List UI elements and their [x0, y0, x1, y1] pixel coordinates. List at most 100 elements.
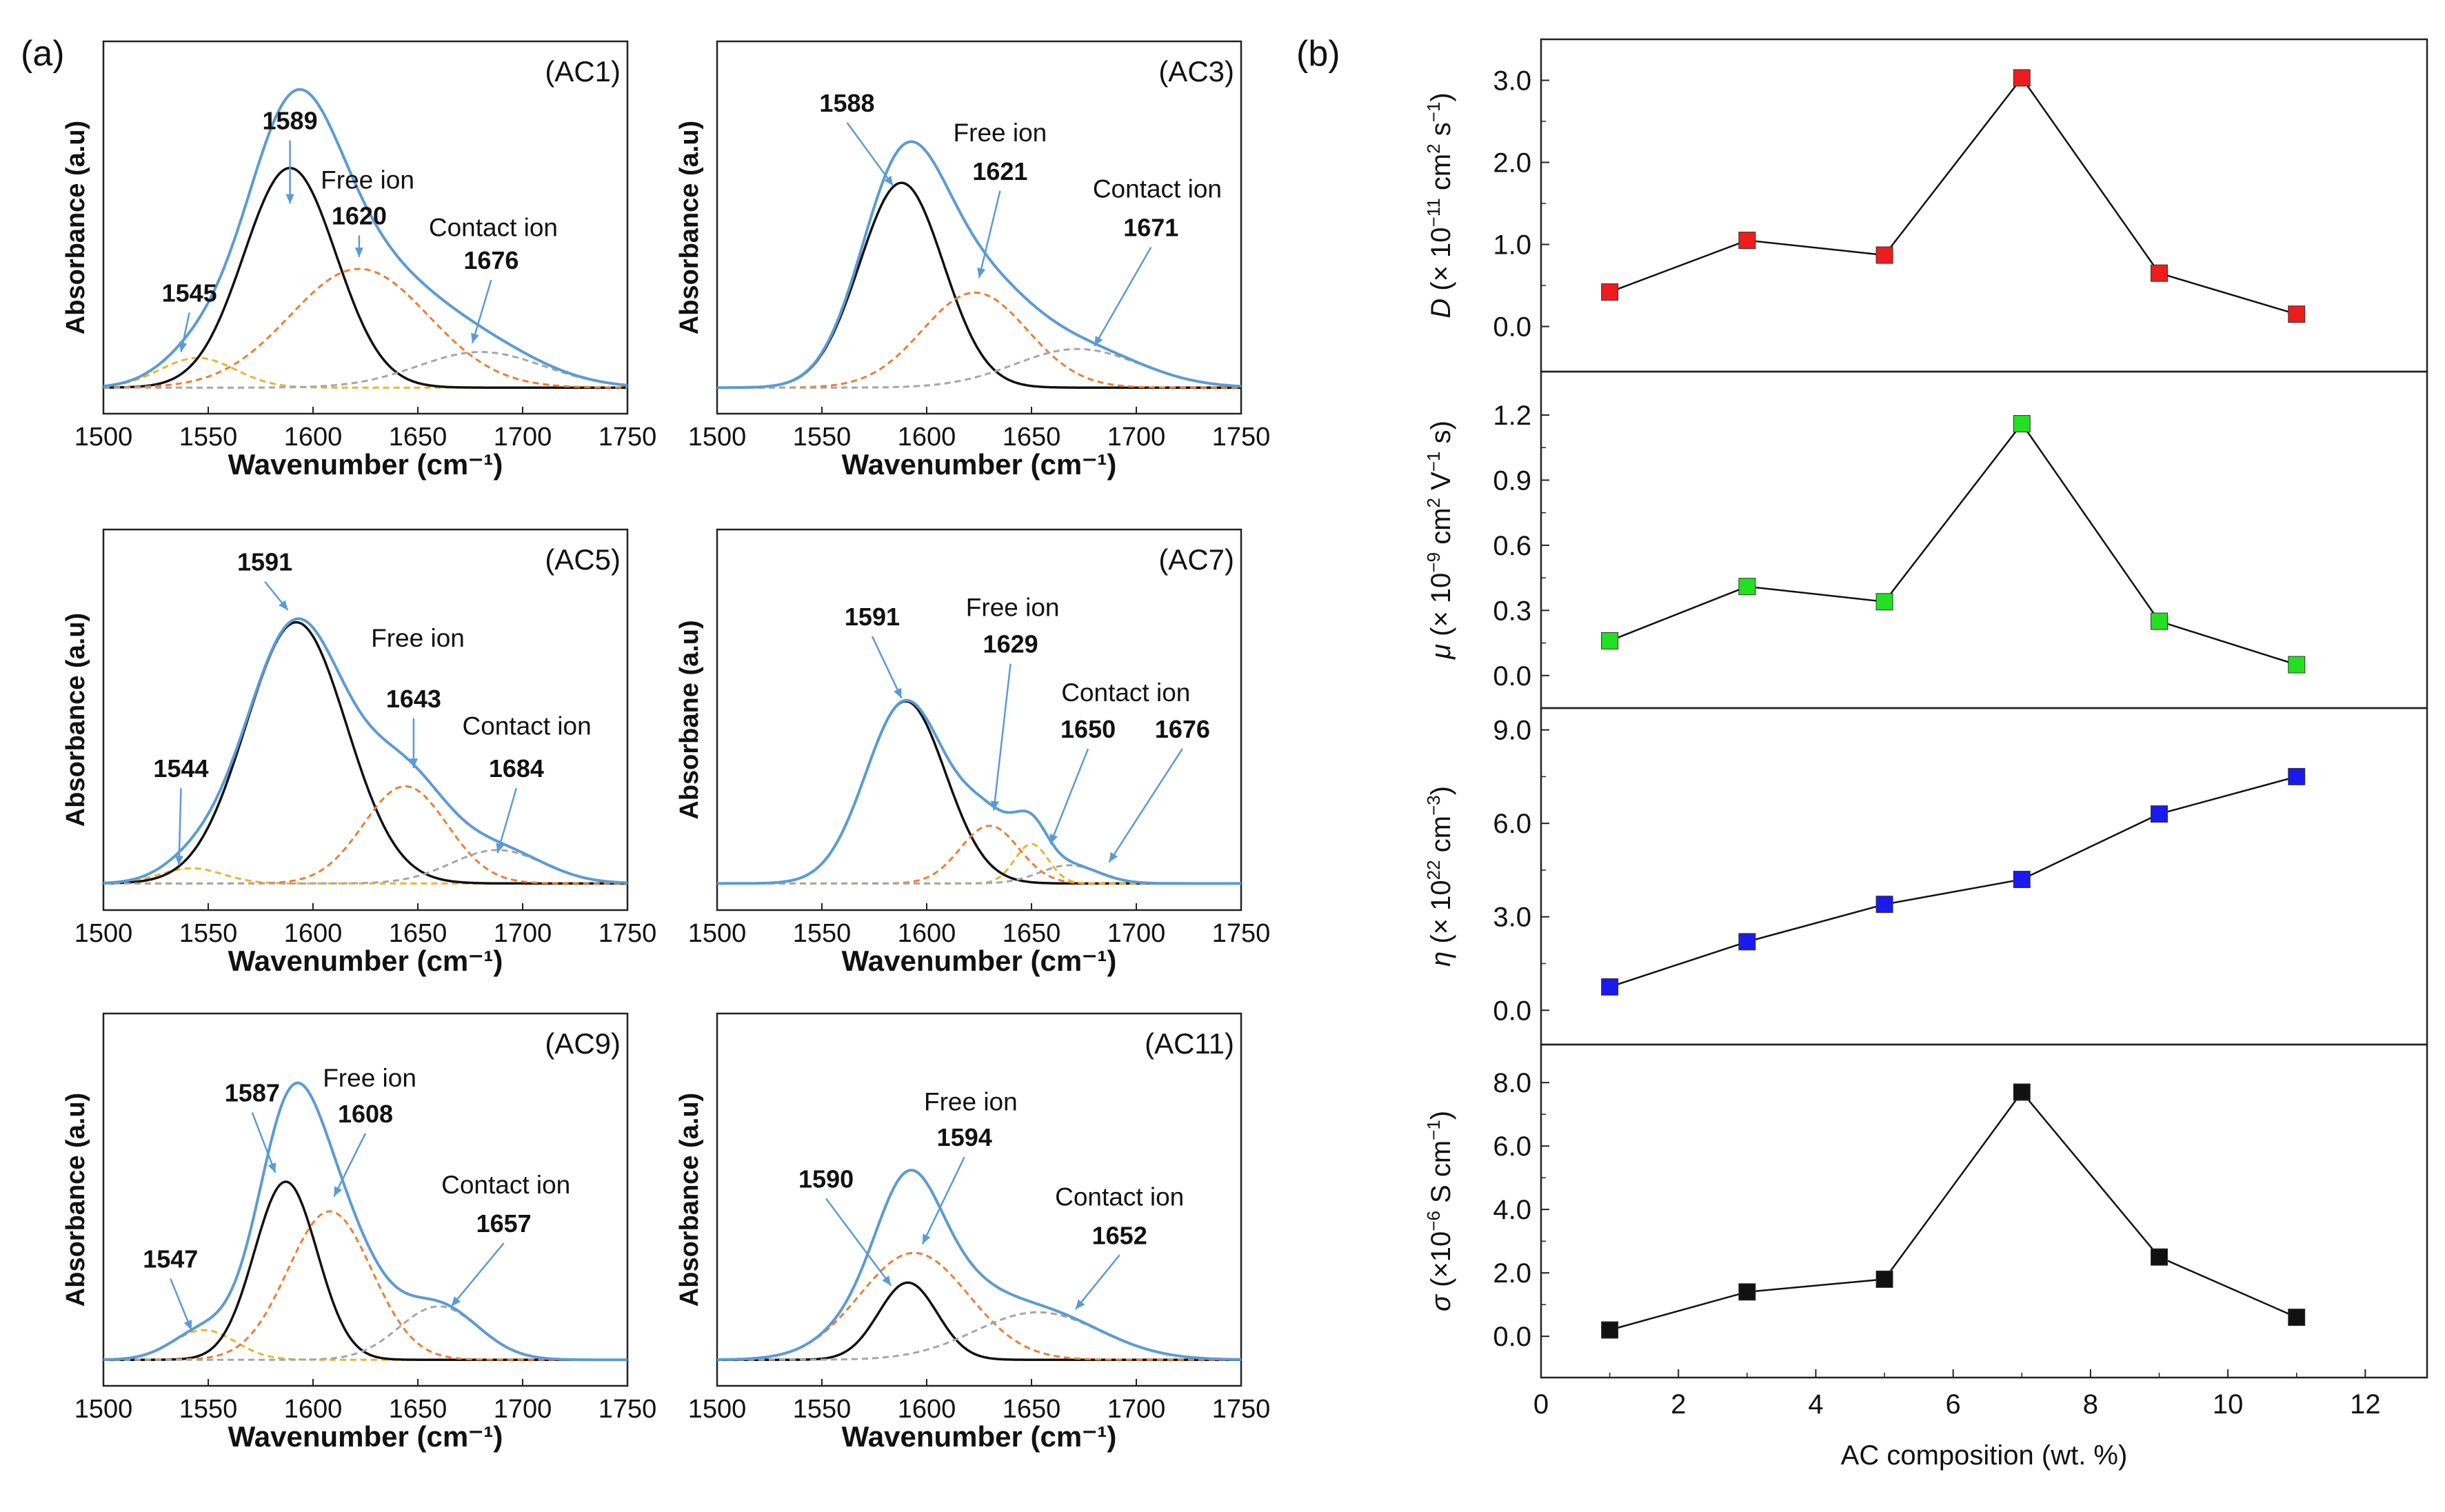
ftir-panels: 1500 1550 1600 1650 1700 1750 Wavenumber (cm⁻¹…: [61, 40, 1270, 1453]
y-tick-label: 0.0: [1493, 661, 1531, 692]
x-tick-label: 1650: [389, 423, 447, 452]
annotation-arrow-head: [409, 758, 419, 768]
y-axis-label: Absorbance (a.u): [61, 121, 90, 334]
annotation-arrow-head: [334, 1186, 342, 1197]
y-label-part: s): [1426, 421, 1456, 451]
y-tick-label: 1.0: [1493, 230, 1531, 261]
x-tick-label: 1500: [74, 919, 133, 948]
annotation-arrow-line: [251, 1112, 276, 1173]
x-tick-label: 1550: [793, 1395, 852, 1424]
y-label-part: 22: [1423, 860, 1444, 880]
component-peak-1684: [103, 849, 628, 885]
y-label-part: (× 10: [1426, 227, 1456, 298]
sample-tag: (AC9): [545, 1027, 621, 1060]
y-label-part: −6: [1423, 1211, 1444, 1231]
data-point: [1601, 632, 1619, 649]
data-point: [2288, 767, 2306, 785]
x-axis-label: Wavenumber (cm⁻¹): [228, 945, 503, 977]
series-line: [1609, 76, 2297, 315]
y-label-part: −11: [1423, 198, 1444, 227]
y-axis-label: σ (×10−6 S cm−1): [1423, 1111, 1456, 1311]
series-line: [1609, 422, 2297, 666]
component-peak-1676: [103, 351, 628, 389]
envelope-curve: [717, 698, 1241, 885]
component-peak-1544: [103, 867, 627, 885]
annotation-label: Free ion: [323, 1064, 416, 1092]
annotation-arrow-line: [1074, 1254, 1120, 1310]
peak-label: 1594: [937, 1123, 992, 1151]
stack-panel-mu: 0.0 0.3 0.6 0.9 1.2 μ (× 10−9 cm2 V−1 s): [1423, 370, 2428, 709]
y-tick-label: 0.9: [1493, 465, 1531, 496]
plot-frame: [716, 1012, 1242, 1387]
peak-label: 1589: [263, 107, 318, 135]
x-axis-label: Wavenumber (cm⁻¹): [228, 448, 503, 481]
component-peak-1594: [716, 1251, 1241, 1361]
annotation-label: Contact ion: [1055, 1182, 1184, 1211]
y-axis-label: μ (× 10−9 cm2 V−1 s): [1423, 421, 1456, 660]
annotation-arrow-head: [174, 856, 183, 865]
y-label-part: 2: [1423, 143, 1444, 153]
annotation-arrow-line: [871, 636, 903, 699]
component-peak-1671: [717, 347, 1242, 389]
x-axis-label: Wavenumber (cm⁻¹): [842, 1420, 1117, 1453]
y-axis-label: Absorbance (a.u): [675, 121, 704, 334]
y-label-part: S cm: [1426, 1140, 1456, 1211]
x-tick-label: 1550: [179, 919, 238, 948]
x-axis-label: AC composition (wt. %): [1841, 1440, 2128, 1471]
x-tick-label: 1650: [389, 1395, 447, 1424]
x-tick-label: 1550: [179, 1395, 238, 1424]
x-tick-label: 6: [1946, 1389, 1961, 1420]
annotation-arrow-head: [1049, 834, 1058, 845]
y-tick-label: 3.0: [1493, 66, 1531, 97]
y-label-part: μ: [1426, 644, 1456, 660]
x-axis-label: Wavenumber (cm⁻¹): [228, 1420, 503, 1453]
x-tick-label: 1700: [494, 423, 552, 452]
data-point: [2013, 415, 2031, 433]
stack-panel-eta: 0.0 3.0 6.0 9.0 η (× 1022 cm−3): [1423, 707, 2428, 1046]
envelope-curve: [716, 1169, 1241, 1361]
y-label-part: −3: [1423, 795, 1444, 816]
annotation-arrow-head: [451, 1296, 461, 1307]
y-tick-label: 6.0: [1493, 1131, 1531, 1162]
x-tick-label: 1500: [688, 919, 747, 948]
series-line: [1609, 776, 2297, 988]
annotation-label: Free ion: [966, 594, 1060, 622]
ftir-panel: 1500 1550 1600 1650 1700 1750 Wavenumber (cm⁻¹…: [61, 1012, 656, 1453]
data-point: [2151, 1248, 2169, 1266]
annotation-arrow-head: [1094, 336, 1103, 346]
data-point: [1738, 933, 1756, 951]
x-tick-label: 1650: [1003, 919, 1061, 948]
x-tick-label: 1700: [1107, 423, 1166, 452]
data-point: [1601, 1321, 1619, 1339]
x-tick-label: 1700: [494, 919, 552, 948]
ftir-panel: 1500 1550 1600 1650 1700 1750 Wavenumber (cm⁻¹…: [675, 528, 1270, 977]
x-tick-label: 1500: [74, 423, 133, 452]
x-tick-label: 1750: [598, 919, 657, 948]
annotation-arrow-line: [1094, 247, 1152, 347]
y-label-part: ): [1426, 786, 1456, 795]
component-peak-1629: [717, 825, 1241, 885]
annotation-arrow-head: [922, 1233, 931, 1244]
y-label-part: s: [1426, 122, 1456, 143]
y-label-part: cm: [1426, 816, 1456, 860]
component-peak-1676: [717, 864, 1241, 885]
component-peak-1657: [103, 1305, 627, 1361]
peak-label: 1676: [1155, 715, 1210, 743]
data-point: [2013, 871, 2031, 889]
data-point: [1875, 246, 1893, 264]
data-point: [1738, 232, 1756, 250]
data-point: [1601, 978, 1619, 996]
x-tick-label: 1550: [793, 919, 852, 948]
annotation-arrow-head: [354, 248, 363, 257]
x-axis-label: Wavenumber (cm⁻¹): [842, 945, 1117, 977]
peak-label: 1591: [845, 603, 900, 631]
sample-tag: (AC3): [1158, 55, 1234, 88]
peak-label: 1684: [489, 754, 544, 783]
y-tick-label: 0.0: [1493, 1322, 1531, 1352]
y-axis-label: Absorbance (a.u): [675, 1093, 704, 1307]
y-label-part: (× 10: [1426, 880, 1456, 951]
peak-label: 1545: [162, 279, 217, 307]
y-label-part: ): [1426, 1111, 1456, 1120]
data-point: [2288, 1309, 2306, 1327]
annotation-arrow-head: [894, 687, 902, 698]
